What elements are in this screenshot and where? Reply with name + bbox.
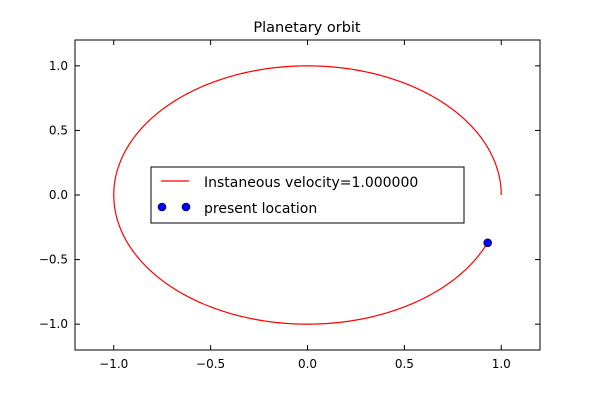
x-tick-label: −0.5 [196, 357, 225, 371]
x-tick-label: −1.0 [99, 357, 128, 371]
x-tick-label: 0.5 [395, 357, 414, 371]
x-tick-label: 1.0 [492, 357, 511, 371]
legend-label-location: present location [204, 201, 317, 217]
y-tick-label: −0.5 [39, 253, 68, 267]
legend-marker-swatch-left [157, 202, 167, 212]
y-tick-label: 0.0 [49, 188, 68, 202]
x-axis: −1.0 −0.5 0.0 0.5 1.0 [99, 40, 511, 371]
present-location-point [483, 238, 492, 248]
x-tick-label: 0.0 [298, 357, 317, 371]
legend-box [150, 166, 465, 224]
legend-label-velocity: Instaneous velocity=1.000000 [204, 175, 418, 191]
y-tick-label: 1.0 [49, 59, 68, 73]
orbit-line [113, 65, 502, 325]
y-axis: −1.0 −0.5 0.0 0.5 1.0 [39, 59, 540, 331]
y-tick-label: −1.0 [39, 317, 68, 331]
y-tick-label: 0.5 [49, 123, 68, 137]
legend-marker-swatch-right [181, 202, 191, 212]
plot-content [113, 65, 502, 325]
chart-title: Planetary orbit [253, 20, 361, 36]
legend: Instaneous velocity=1.000000 present loc… [150, 166, 465, 224]
